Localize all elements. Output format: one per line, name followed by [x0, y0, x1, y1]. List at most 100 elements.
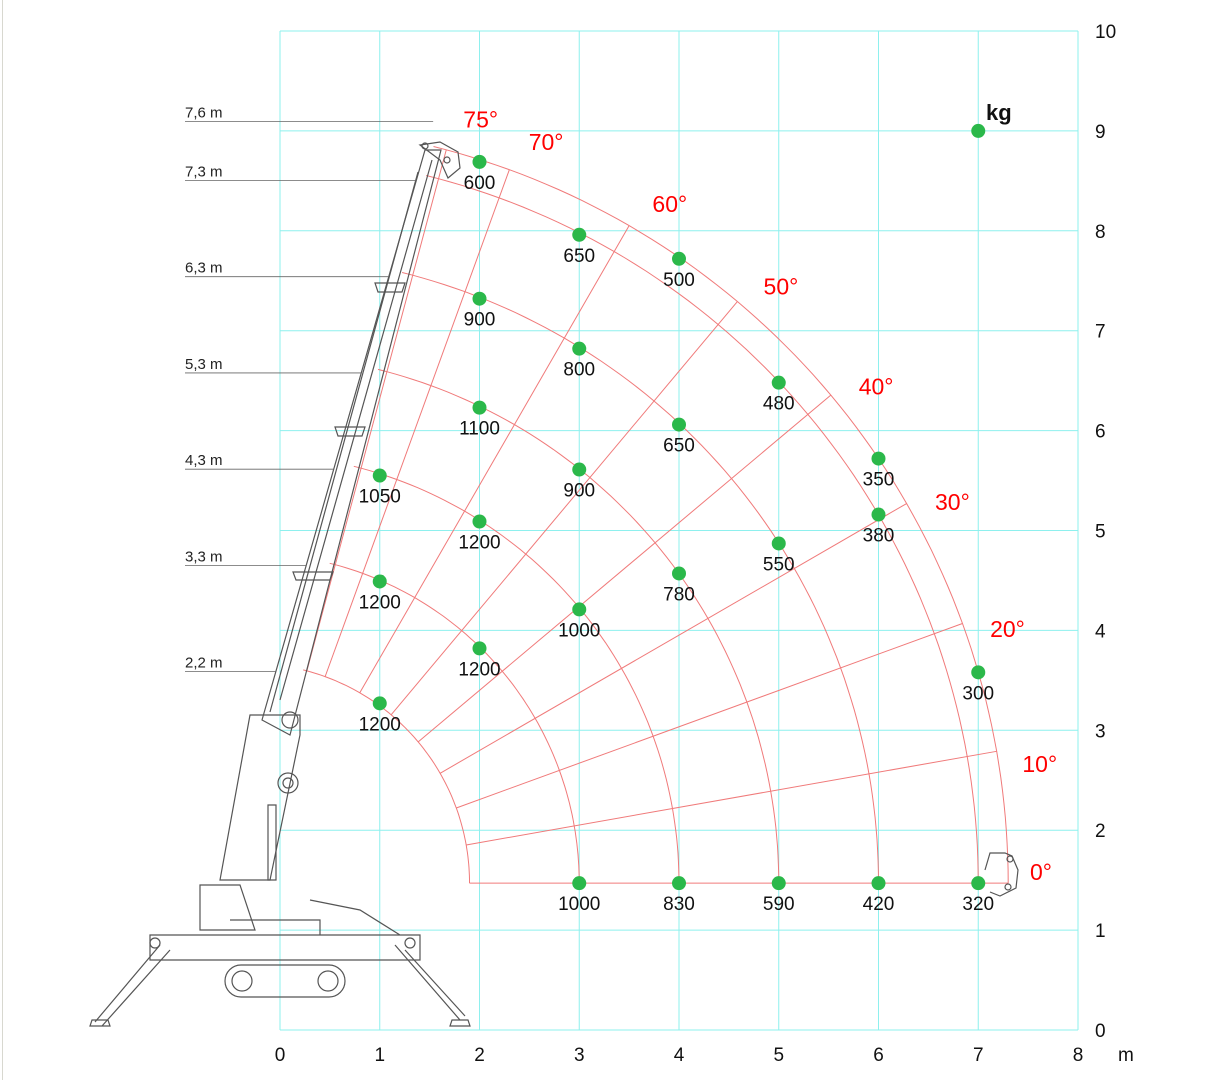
- load-point: [572, 227, 587, 242]
- load-value: 550: [763, 554, 795, 575]
- angle-label: 20°: [990, 616, 1025, 642]
- y-tick-label: 6: [1095, 422, 1106, 443]
- load-value: 480: [763, 394, 795, 415]
- angle-line: [466, 750, 997, 846]
- boom-length-label: 7,6 m: [185, 105, 223, 122]
- angle-label: 0°: [1030, 859, 1052, 885]
- x-tick-label: 2: [474, 1045, 485, 1066]
- load-value: 830: [663, 894, 695, 915]
- angle-label: 50°: [764, 273, 799, 299]
- boom-arc: [329, 562, 580, 884]
- legend-marker: [971, 123, 986, 138]
- load-point: [771, 536, 786, 551]
- hook: [984, 852, 1019, 897]
- x-tick-label: 5: [773, 1045, 784, 1066]
- boom-length-label: 5,3 m: [185, 356, 223, 373]
- load-point: [871, 507, 886, 522]
- load-value: 1000: [558, 894, 600, 915]
- load-point: [871, 451, 886, 466]
- outrigger-left: [89, 944, 171, 1027]
- y-tick-label: 5: [1095, 522, 1106, 543]
- load-value: 1100: [459, 419, 500, 440]
- load-point: [472, 400, 487, 415]
- load-value: 650: [563, 246, 595, 267]
- y-tick-label: 1: [1095, 921, 1106, 942]
- load-point: [472, 514, 487, 529]
- boom-arc: [353, 465, 680, 884]
- load-value: 320: [962, 894, 994, 915]
- load-point: [472, 291, 487, 306]
- load-point: [771, 876, 786, 891]
- load-value: 1000: [558, 620, 600, 641]
- load-value: 590: [763, 894, 795, 915]
- load-point: [372, 574, 387, 589]
- boom-tip: [418, 141, 461, 179]
- boom-arc: [377, 368, 780, 884]
- angle-labels: 75° 70° 60° 50° 40° 30° 20° 10° 0°: [463, 107, 1057, 885]
- load-point: [971, 665, 986, 680]
- angle-label: 30°: [935, 489, 970, 515]
- load-point: [472, 154, 487, 169]
- y-tick-label: 3: [1095, 721, 1106, 742]
- angle-line: [390, 301, 738, 716]
- load-value: 1200: [458, 533, 500, 554]
- angle-label: 70°: [529, 129, 564, 155]
- boom: [261, 149, 442, 736]
- page-border: [2, 0, 3, 1080]
- chassis: [199, 884, 256, 931]
- load-value: 780: [663, 584, 695, 605]
- lower-arm: [219, 714, 301, 881]
- y-tick-label: 4: [1095, 621, 1106, 642]
- x-tick-label: 8: [1073, 1045, 1084, 1066]
- load-point: [672, 876, 686, 891]
- load-point: [971, 876, 986, 891]
- angle-label: 10°: [1022, 751, 1057, 777]
- load-point: [572, 341, 587, 356]
- x-tick-label: 6: [873, 1045, 884, 1066]
- angle-label: 60°: [652, 191, 687, 217]
- boom-length-labels: 7,6 m 7,3 m 6,3 m 5,3 m 4,3 m 3,3 m 2,2 m: [185, 105, 434, 672]
- boom-inner: [269, 159, 433, 713]
- y-tick-label: 0: [1095, 1021, 1106, 1042]
- load-value: 900: [464, 310, 496, 331]
- boom-length-label: 3,3 m: [185, 548, 223, 565]
- boom-arc: [401, 272, 879, 884]
- x-axis-unit: m: [1118, 1045, 1134, 1066]
- load-value: 1200: [359, 592, 401, 613]
- boom-arc: [303, 669, 470, 884]
- load-point: [672, 251, 686, 266]
- load-value: 500: [663, 270, 695, 291]
- load-value: 900: [563, 481, 595, 502]
- x-tick-label: 3: [574, 1045, 585, 1066]
- angle-label: 40°: [859, 374, 894, 400]
- load-value: 800: [563, 360, 595, 381]
- load-value: 1200: [359, 714, 401, 735]
- boom-length-label: 2,2 m: [185, 654, 223, 671]
- x-tick-label: 4: [674, 1045, 685, 1066]
- load-point: [572, 602, 587, 617]
- boom-length-label: 6,3 m: [185, 260, 223, 277]
- boom-length-label: 7,3 m: [185, 163, 223, 180]
- boom-arcs: [303, 146, 1009, 884]
- load-value: 1200: [458, 659, 500, 680]
- angle-label: 75°: [463, 107, 498, 133]
- load-point: [672, 417, 686, 432]
- x-tick-label: 0: [275, 1045, 286, 1066]
- load-point: [472, 641, 487, 656]
- legend-label: kg: [986, 100, 1012, 125]
- load-point: [372, 468, 387, 483]
- outrigger-right: [394, 944, 471, 1027]
- load-point: [572, 876, 587, 891]
- load-point: [672, 566, 686, 581]
- boom-arc: [433, 146, 1009, 884]
- load-point: [771, 375, 786, 390]
- crane-drawing: [89, 141, 1019, 1027]
- angle-line: [439, 503, 907, 774]
- y-tick-label: 7: [1095, 322, 1106, 343]
- load-value: 600: [464, 173, 496, 194]
- angle-line: [359, 225, 630, 694]
- load-point: [572, 462, 587, 477]
- load-value: 350: [863, 470, 895, 491]
